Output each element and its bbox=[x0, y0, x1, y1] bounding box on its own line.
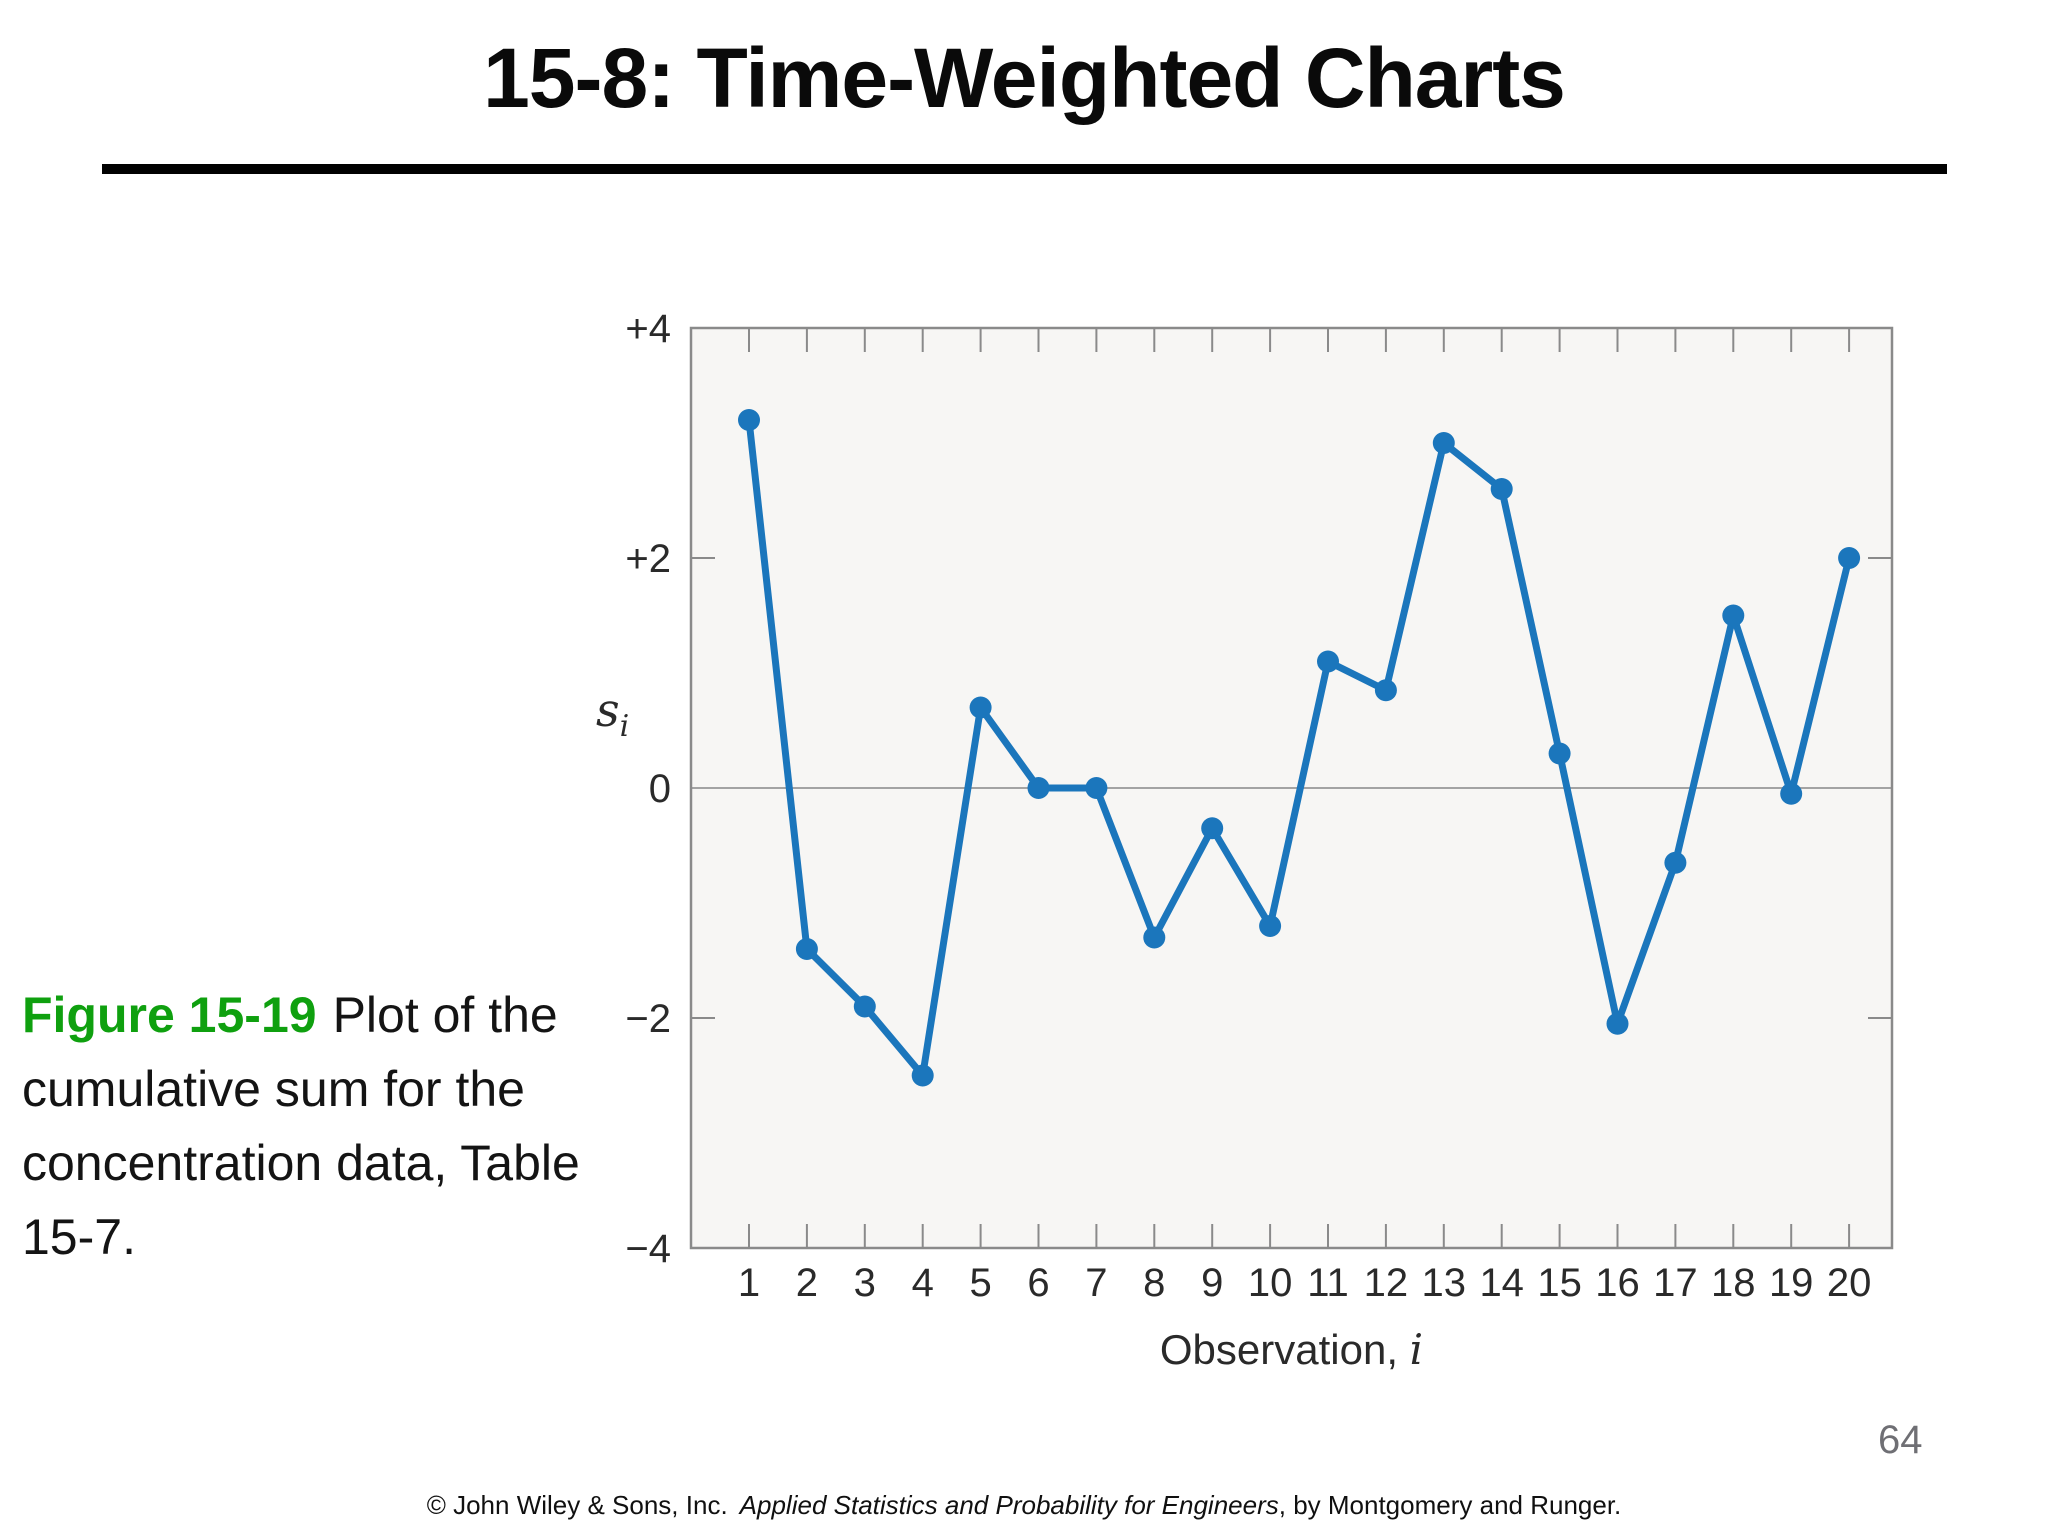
data-point bbox=[1432, 432, 1455, 454]
x-tick-label: 15 bbox=[1537, 1261, 1582, 1305]
data-point bbox=[1780, 782, 1803, 805]
copyright-text: © John Wiley & Sons, Inc. bbox=[426, 1490, 728, 1520]
book-title: Applied Statistics and Probability for E… bbox=[739, 1490, 1279, 1520]
copyright-footer: © John Wiley & Sons, Inc. Applied Statist… bbox=[0, 1490, 2048, 1521]
data-point bbox=[1317, 650, 1339, 673]
x-tick-label: 6 bbox=[1027, 1261, 1049, 1305]
x-tick-label: 19 bbox=[1769, 1261, 1814, 1305]
x-axis-title: Observation, i bbox=[1160, 1325, 1423, 1374]
y-tick-label: +2 bbox=[625, 537, 671, 581]
x-tick-label: 3 bbox=[854, 1261, 876, 1305]
data-point bbox=[1548, 742, 1571, 765]
data-point bbox=[1664, 851, 1687, 874]
cusum-line bbox=[745, 416, 1853, 1079]
data-point bbox=[1143, 926, 1166, 949]
slide-title: 15-8: Time-Weighted Charts bbox=[483, 31, 1566, 125]
data-point bbox=[795, 938, 818, 960]
figure-caption-text: Plot of the cumulative sum for the conce… bbox=[22, 987, 580, 1265]
x-tick-label: 16 bbox=[1595, 1261, 1640, 1305]
data-point bbox=[1085, 777, 1108, 799]
data-point bbox=[1374, 679, 1397, 702]
data-point bbox=[1201, 817, 1224, 840]
x-tick-label: 8 bbox=[1143, 1261, 1165, 1305]
authors-text: , by Montgomery and Runger. bbox=[1278, 1490, 1622, 1520]
x-tick-label: 20 bbox=[1827, 1261, 1872, 1305]
x-tick-label: 11 bbox=[1307, 1261, 1349, 1305]
title-underline bbox=[102, 164, 1947, 174]
x-tick-label: 10 bbox=[1248, 1261, 1293, 1305]
x-tick-label: 4 bbox=[912, 1261, 934, 1305]
data-point bbox=[853, 995, 876, 1018]
data-point bbox=[911, 1064, 934, 1087]
x-tick-label: 13 bbox=[1422, 1261, 1467, 1305]
y-tick-label: −2 bbox=[625, 997, 671, 1041]
y-tick-label: +4 bbox=[625, 307, 671, 351]
x-tick-label: 7 bbox=[1085, 1261, 1107, 1305]
plot-border bbox=[689, 326, 1894, 1250]
x-tick-label: 17 bbox=[1653, 1261, 1698, 1305]
x-tick-label: 12 bbox=[1364, 1261, 1409, 1305]
x-tick-label: 5 bbox=[969, 1261, 991, 1305]
x-tick-label: 1 bbox=[738, 1261, 760, 1305]
data-point bbox=[1838, 547, 1861, 569]
data-point bbox=[1722, 604, 1745, 627]
y-axis-title: si bbox=[596, 683, 629, 744]
x-tick-label: 14 bbox=[1479, 1261, 1524, 1305]
page-number: 64 bbox=[1878, 1418, 1923, 1462]
x-tick-label: 18 bbox=[1711, 1261, 1756, 1305]
data-point bbox=[1259, 915, 1282, 937]
data-point bbox=[1490, 478, 1513, 500]
data-point bbox=[969, 696, 992, 719]
x-tick-label: 2 bbox=[796, 1261, 818, 1305]
y-tick-label: 0 bbox=[649, 767, 671, 811]
data-point bbox=[1027, 777, 1050, 799]
figure-label: Figure 15-19 bbox=[22, 987, 317, 1043]
x-tick-label: 9 bbox=[1201, 1261, 1223, 1305]
y-tick-label: −4 bbox=[625, 1227, 671, 1271]
data-point bbox=[738, 409, 760, 431]
figure-caption: Figure 15-19 Plot of the cumulative sum f… bbox=[22, 978, 654, 1274]
data-point bbox=[1606, 1012, 1629, 1035]
